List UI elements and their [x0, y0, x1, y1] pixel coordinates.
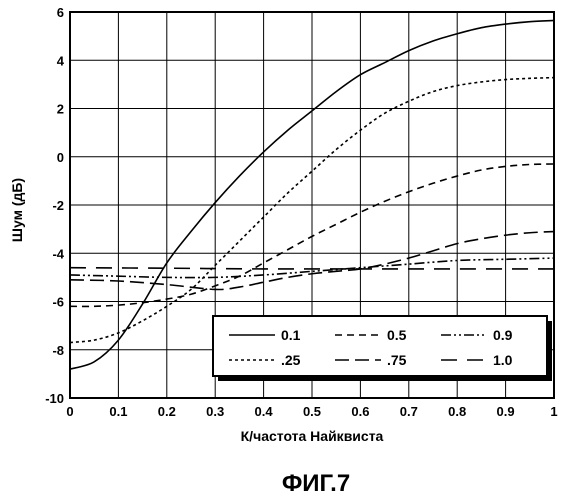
- x-tick-label: 0.2: [158, 404, 176, 419]
- x-tick-label: 0.6: [351, 404, 369, 419]
- y-axis-label: Шум (дБ): [9, 178, 25, 242]
- y-tick-label: 2: [57, 102, 64, 117]
- x-tick-label: 0.7: [400, 404, 418, 419]
- x-tick-label: 0.3: [206, 404, 224, 419]
- x-tick-label: 0: [66, 404, 73, 419]
- x-axis-label: К/частота Найквиста: [241, 428, 384, 444]
- figure-caption: ФИГ.7: [282, 470, 350, 497]
- y-tick-label: 6: [57, 5, 64, 20]
- y-tick-label: -8: [52, 343, 64, 358]
- y-tick-label: -2: [52, 198, 64, 213]
- legend-label: 1.0: [493, 352, 513, 368]
- y-tick-label: -4: [52, 246, 64, 261]
- x-tick-label: 0.8: [448, 404, 466, 419]
- legend-label: .25: [281, 352, 301, 368]
- x-tick-label: 0.5: [303, 404, 321, 419]
- y-tick-label: 0: [57, 150, 64, 165]
- legend-label: .75: [387, 352, 407, 368]
- y-tick-label: 4: [57, 53, 65, 68]
- y-tick-labels: -10 -8 -6 -4 -2 0 2 4 6: [45, 5, 65, 406]
- y-tick-label: -10: [45, 391, 64, 406]
- x-tick-labels: 0 0.1 0.2 0.3 0.4 0.5 0.6 0.7 0.8 0.9 1: [66, 404, 557, 419]
- x-tick-label: 0.1: [109, 404, 127, 419]
- y-tick-label: -6: [52, 295, 64, 310]
- x-tick-label: 1: [550, 404, 557, 419]
- x-tick-label: 0.9: [497, 404, 515, 419]
- legend: 0.1 0.5 0.9 .25 .75 1.0: [213, 316, 552, 381]
- x-tick-label: 0.4: [255, 404, 274, 419]
- legend-label: 0.9: [493, 327, 513, 343]
- legend-label: 0.1: [281, 327, 301, 343]
- legend-label: 0.5: [387, 327, 407, 343]
